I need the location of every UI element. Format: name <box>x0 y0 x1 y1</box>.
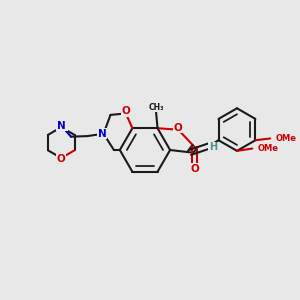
Text: N: N <box>58 121 67 131</box>
Text: O: O <box>190 164 199 174</box>
Text: N: N <box>98 129 106 139</box>
Text: OMe: OMe <box>257 144 278 153</box>
Text: O: O <box>174 123 183 133</box>
Text: O: O <box>122 106 130 116</box>
Text: O: O <box>57 154 66 164</box>
Text: OMe: OMe <box>275 134 296 143</box>
Text: CH₃: CH₃ <box>148 103 164 112</box>
Text: N: N <box>57 121 66 131</box>
Text: H: H <box>209 142 217 152</box>
